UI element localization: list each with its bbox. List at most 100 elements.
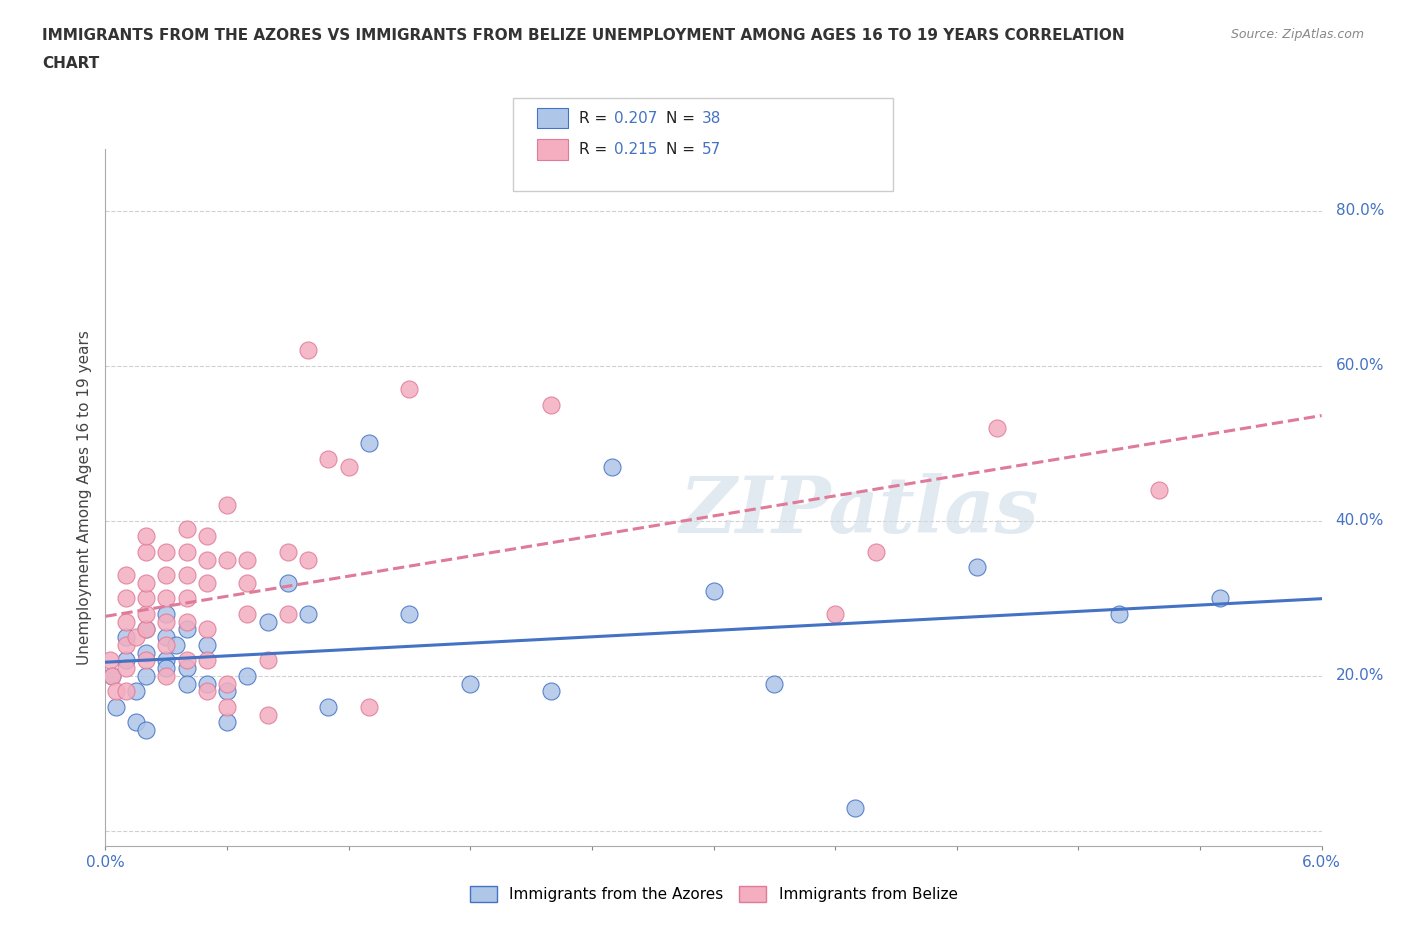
Point bbox=[176, 567, 198, 582]
Point bbox=[398, 606, 420, 621]
Point bbox=[195, 653, 218, 668]
Point bbox=[135, 622, 157, 637]
Point bbox=[155, 660, 177, 675]
Point bbox=[104, 699, 127, 714]
Text: CHART: CHART bbox=[42, 56, 100, 71]
Point bbox=[155, 567, 177, 582]
Point bbox=[155, 544, 177, 559]
Point bbox=[155, 614, 177, 629]
Text: 40.0%: 40.0% bbox=[1336, 513, 1384, 528]
Point bbox=[256, 653, 278, 668]
Point bbox=[176, 521, 198, 536]
Point bbox=[195, 676, 218, 691]
Point bbox=[297, 552, 319, 567]
Point bbox=[125, 715, 148, 730]
Point bbox=[135, 645, 157, 660]
Point bbox=[844, 800, 866, 815]
Text: 0.207: 0.207 bbox=[614, 111, 658, 126]
Point bbox=[114, 567, 136, 582]
Point bbox=[155, 630, 177, 644]
Point bbox=[176, 653, 198, 668]
Text: 80.0%: 80.0% bbox=[1336, 204, 1384, 219]
Point bbox=[195, 622, 218, 637]
Point bbox=[600, 459, 623, 474]
Point bbox=[195, 684, 218, 698]
Point bbox=[540, 397, 562, 412]
Text: N =: N = bbox=[666, 111, 700, 126]
Point bbox=[176, 614, 198, 629]
Point bbox=[165, 637, 187, 652]
Point bbox=[195, 637, 218, 652]
Point bbox=[236, 576, 259, 591]
Point bbox=[155, 606, 177, 621]
Text: 57: 57 bbox=[702, 142, 721, 157]
Point bbox=[155, 653, 177, 668]
Point bbox=[458, 676, 481, 691]
Point bbox=[155, 637, 177, 652]
Point bbox=[114, 684, 136, 698]
Text: R =: R = bbox=[579, 142, 613, 157]
Point bbox=[104, 684, 127, 698]
Point bbox=[217, 676, 239, 691]
Point bbox=[217, 552, 239, 567]
Point bbox=[1108, 606, 1130, 621]
Point bbox=[763, 676, 786, 691]
Text: IMMIGRANTS FROM THE AZORES VS IMMIGRANTS FROM BELIZE UNEMPLOYMENT AMONG AGES 16 : IMMIGRANTS FROM THE AZORES VS IMMIGRANTS… bbox=[42, 28, 1125, 43]
Point bbox=[135, 653, 157, 668]
Point bbox=[176, 660, 198, 675]
Point bbox=[318, 451, 340, 466]
Point bbox=[236, 606, 259, 621]
Point bbox=[217, 684, 239, 698]
Point bbox=[1149, 483, 1171, 498]
Point bbox=[277, 606, 299, 621]
Point bbox=[217, 699, 239, 714]
Point bbox=[357, 436, 380, 451]
Point bbox=[195, 576, 218, 591]
Legend: Immigrants from the Azores, Immigrants from Belize: Immigrants from the Azores, Immigrants f… bbox=[464, 880, 963, 909]
Point bbox=[318, 699, 340, 714]
Point bbox=[398, 381, 420, 396]
Y-axis label: Unemployment Among Ages 16 to 19 years: Unemployment Among Ages 16 to 19 years bbox=[77, 330, 93, 665]
Point bbox=[176, 622, 198, 637]
Point bbox=[176, 591, 198, 605]
Point bbox=[357, 699, 380, 714]
Point bbox=[986, 420, 1008, 435]
Point bbox=[135, 622, 157, 637]
Text: N =: N = bbox=[666, 142, 700, 157]
Point bbox=[114, 630, 136, 644]
Point bbox=[236, 552, 259, 567]
Point bbox=[135, 576, 157, 591]
Point bbox=[114, 660, 136, 675]
Point bbox=[155, 591, 177, 605]
Point bbox=[256, 707, 278, 722]
Point bbox=[277, 576, 299, 591]
Text: 38: 38 bbox=[702, 111, 721, 126]
Point bbox=[135, 529, 157, 544]
Point bbox=[125, 684, 148, 698]
Point bbox=[297, 606, 319, 621]
Point bbox=[540, 684, 562, 698]
Point bbox=[824, 606, 846, 621]
Point bbox=[135, 606, 157, 621]
Point bbox=[865, 544, 887, 559]
Point bbox=[135, 723, 157, 737]
Point bbox=[114, 591, 136, 605]
Point bbox=[217, 715, 239, 730]
Point bbox=[702, 583, 725, 598]
Text: Source: ZipAtlas.com: Source: ZipAtlas.com bbox=[1230, 28, 1364, 41]
Point bbox=[114, 614, 136, 629]
Text: 20.0%: 20.0% bbox=[1336, 669, 1384, 684]
Point bbox=[100, 669, 122, 684]
Point bbox=[195, 552, 218, 567]
Point bbox=[135, 669, 157, 684]
Text: 60.0%: 60.0% bbox=[1336, 358, 1384, 373]
Point bbox=[277, 544, 299, 559]
Point bbox=[195, 529, 218, 544]
Point bbox=[114, 637, 136, 652]
Point bbox=[256, 614, 278, 629]
Point bbox=[114, 653, 136, 668]
Point bbox=[1209, 591, 1232, 605]
Point bbox=[125, 630, 148, 644]
Point bbox=[236, 669, 259, 684]
Point bbox=[155, 669, 177, 684]
